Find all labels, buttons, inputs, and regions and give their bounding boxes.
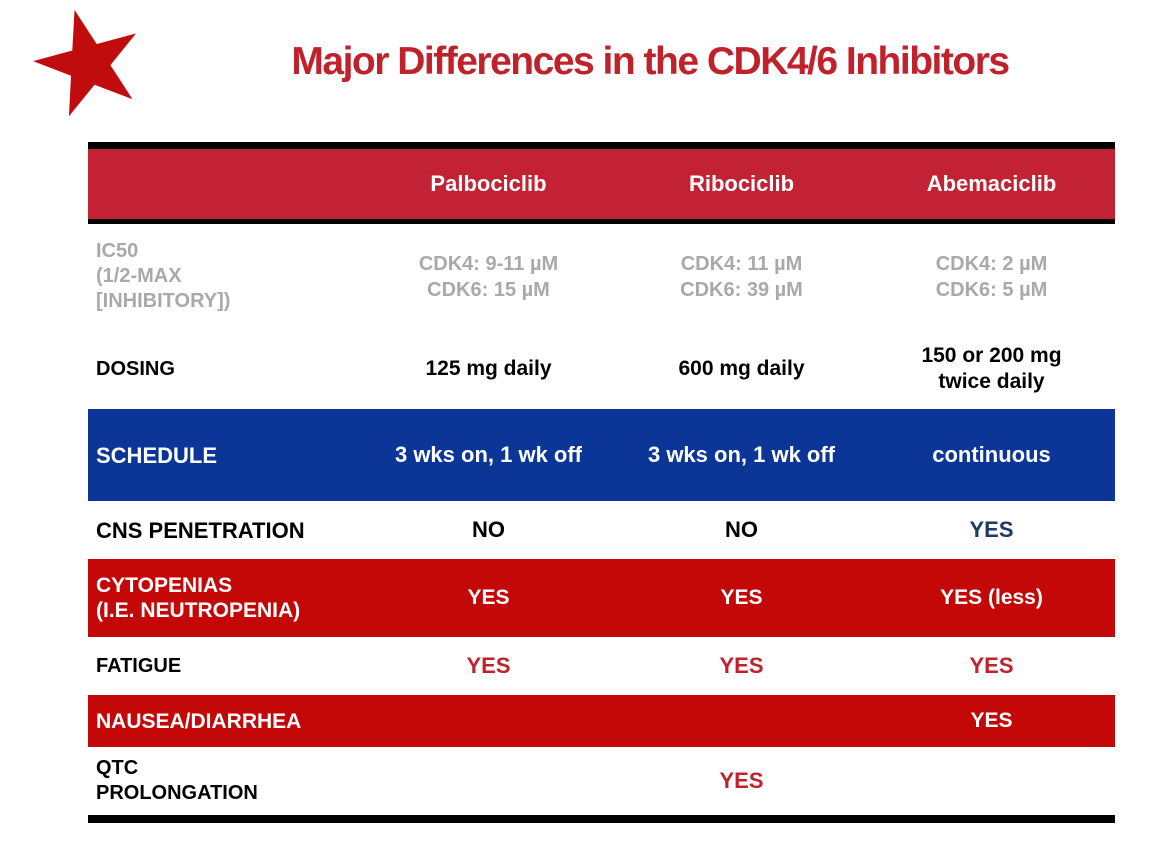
table-bottom-border — [88, 815, 1115, 823]
dosing-abema-line2: twice daily — [938, 370, 1045, 393]
page-title: Major Differences in the CDK4/6 Inhibito… — [291, 40, 1010, 83]
comparison-table: Palbociclib Ribociclib Abemaciclib IC50 … — [88, 142, 1115, 823]
table-row-schedule: SCHEDULE 3 wks on, 1 wk off 3 wks on, 1 … — [88, 409, 1115, 501]
qtc-label-line2: PROLONGATION — [96, 782, 258, 804]
cell-dosing-palbociclib: 125 mg daily — [425, 357, 552, 380]
row-label-fatigue: FATIGUE — [96, 654, 182, 677]
row-label-ic50: IC50 (1/2-MAX [INHIBITORY]) — [88, 239, 362, 314]
cell-cytopenias-abemaciclib: YES (less) — [940, 586, 1043, 609]
table-row-fatigue: FATIGUE YES YES YES — [88, 637, 1115, 695]
ic50-label-line2: (1/2-MAX — [96, 265, 182, 287]
cytopenias-label-line1: CYTOPENIAS — [96, 574, 233, 597]
cell-cns-palbociclib: NO — [472, 517, 505, 542]
ic50-ribo-cdk6: CDK6: 39 µM — [680, 278, 803, 301]
row-label-qtc: QTC PROLONGATION — [88, 756, 362, 806]
table-row-ic50: IC50 (1/2-MAX [INHIBITORY]) CDK4: 9-11 µ… — [88, 224, 1115, 329]
cell-ic50-abemaciclib: CDK4: 2 µM CDK6: 5 µM — [868, 251, 1115, 303]
table-row-cns-penetration: CNS PENETRATION NO NO YES — [88, 501, 1115, 559]
header-cell-abemaciclib: Abemaciclib — [926, 171, 1057, 196]
row-label-dosing: DOSING — [96, 357, 175, 380]
cell-fatigue-abemaciclib: YES — [969, 653, 1014, 678]
cell-schedule-abemaciclib: continuous — [932, 442, 1051, 467]
cytopenias-label-line2: (I.E. NEUTROPENIA) — [96, 599, 301, 622]
table-row-cytopenias: CYTOPENIAS (I.E. NEUTROPENIA) YES YES YE… — [88, 559, 1115, 637]
cell-nausea-abemaciclib: YES — [970, 709, 1013, 732]
cell-cytopenias-ribociclib: YES — [720, 586, 763, 609]
cell-fatigue-ribociclib: YES — [719, 653, 764, 678]
row-label-cns: CNS PENETRATION — [96, 517, 305, 543]
cell-ic50-ribociclib: CDK4: 11 µM CDK6: 39 µM — [615, 251, 868, 303]
table-row-nausea-diarrhea: NAUSEA/DIARRHEA YES — [88, 695, 1115, 747]
cell-ic50-palbociclib: CDK4: 9-11 µM CDK6: 15 µM — [362, 251, 615, 303]
ic50-palbo-cdk4: CDK4: 9-11 µM — [418, 252, 559, 275]
ic50-label-line3: [INHIBITORY]) — [96, 290, 231, 312]
ic50-abema-cdk4: CDK4: 2 µM — [935, 252, 1048, 275]
cell-dosing-ribociclib: 600 mg daily — [678, 357, 805, 380]
header-cell-palbociclib: Palbociclib — [430, 171, 547, 196]
dosing-abema-line1: 150 or 200 mg — [921, 344, 1062, 367]
cell-cns-ribociclib: NO — [725, 517, 758, 542]
ic50-abema-cdk6: CDK6: 5 µM — [935, 278, 1048, 301]
row-label-cytopenias: CYTOPENIAS (I.E. NEUTROPENIA) — [88, 573, 362, 623]
cell-cytopenias-palbociclib: YES — [467, 586, 510, 609]
row-label-schedule: SCHEDULE — [96, 442, 218, 468]
ic50-ribo-cdk4: CDK4: 11 µM — [680, 252, 803, 275]
row-label-nausea: NAUSEA/DIARRHEA — [96, 709, 302, 733]
qtc-label-line1: QTC — [96, 757, 139, 779]
cell-schedule-palbociclib: 3 wks on, 1 wk off — [394, 442, 583, 467]
ic50-label-line1: IC50 — [96, 240, 139, 262]
table-row-dosing: DOSING 125 mg daily 600 mg daily 150 or … — [88, 329, 1115, 409]
ic50-palbo-cdk6: CDK6: 15 µM — [427, 278, 550, 301]
table-header-row: Palbociclib Ribociclib Abemaciclib — [88, 149, 1115, 219]
star-logo-icon — [33, 9, 136, 117]
cell-cns-abemaciclib: YES — [969, 517, 1014, 542]
table-top-border — [88, 142, 1115, 149]
header-cell-ribociclib: Ribociclib — [688, 171, 795, 196]
table-row-qtc-prolongation: QTC PROLONGATION YES — [88, 747, 1115, 815]
cell-schedule-ribociclib: 3 wks on, 1 wk off — [647, 442, 836, 467]
header-separator — [88, 219, 1115, 224]
cell-dosing-abemaciclib: 150 or 200 mg twice daily — [868, 343, 1115, 395]
cell-fatigue-palbociclib: YES — [466, 653, 511, 678]
cell-qtc-ribociclib: YES — [719, 768, 764, 793]
